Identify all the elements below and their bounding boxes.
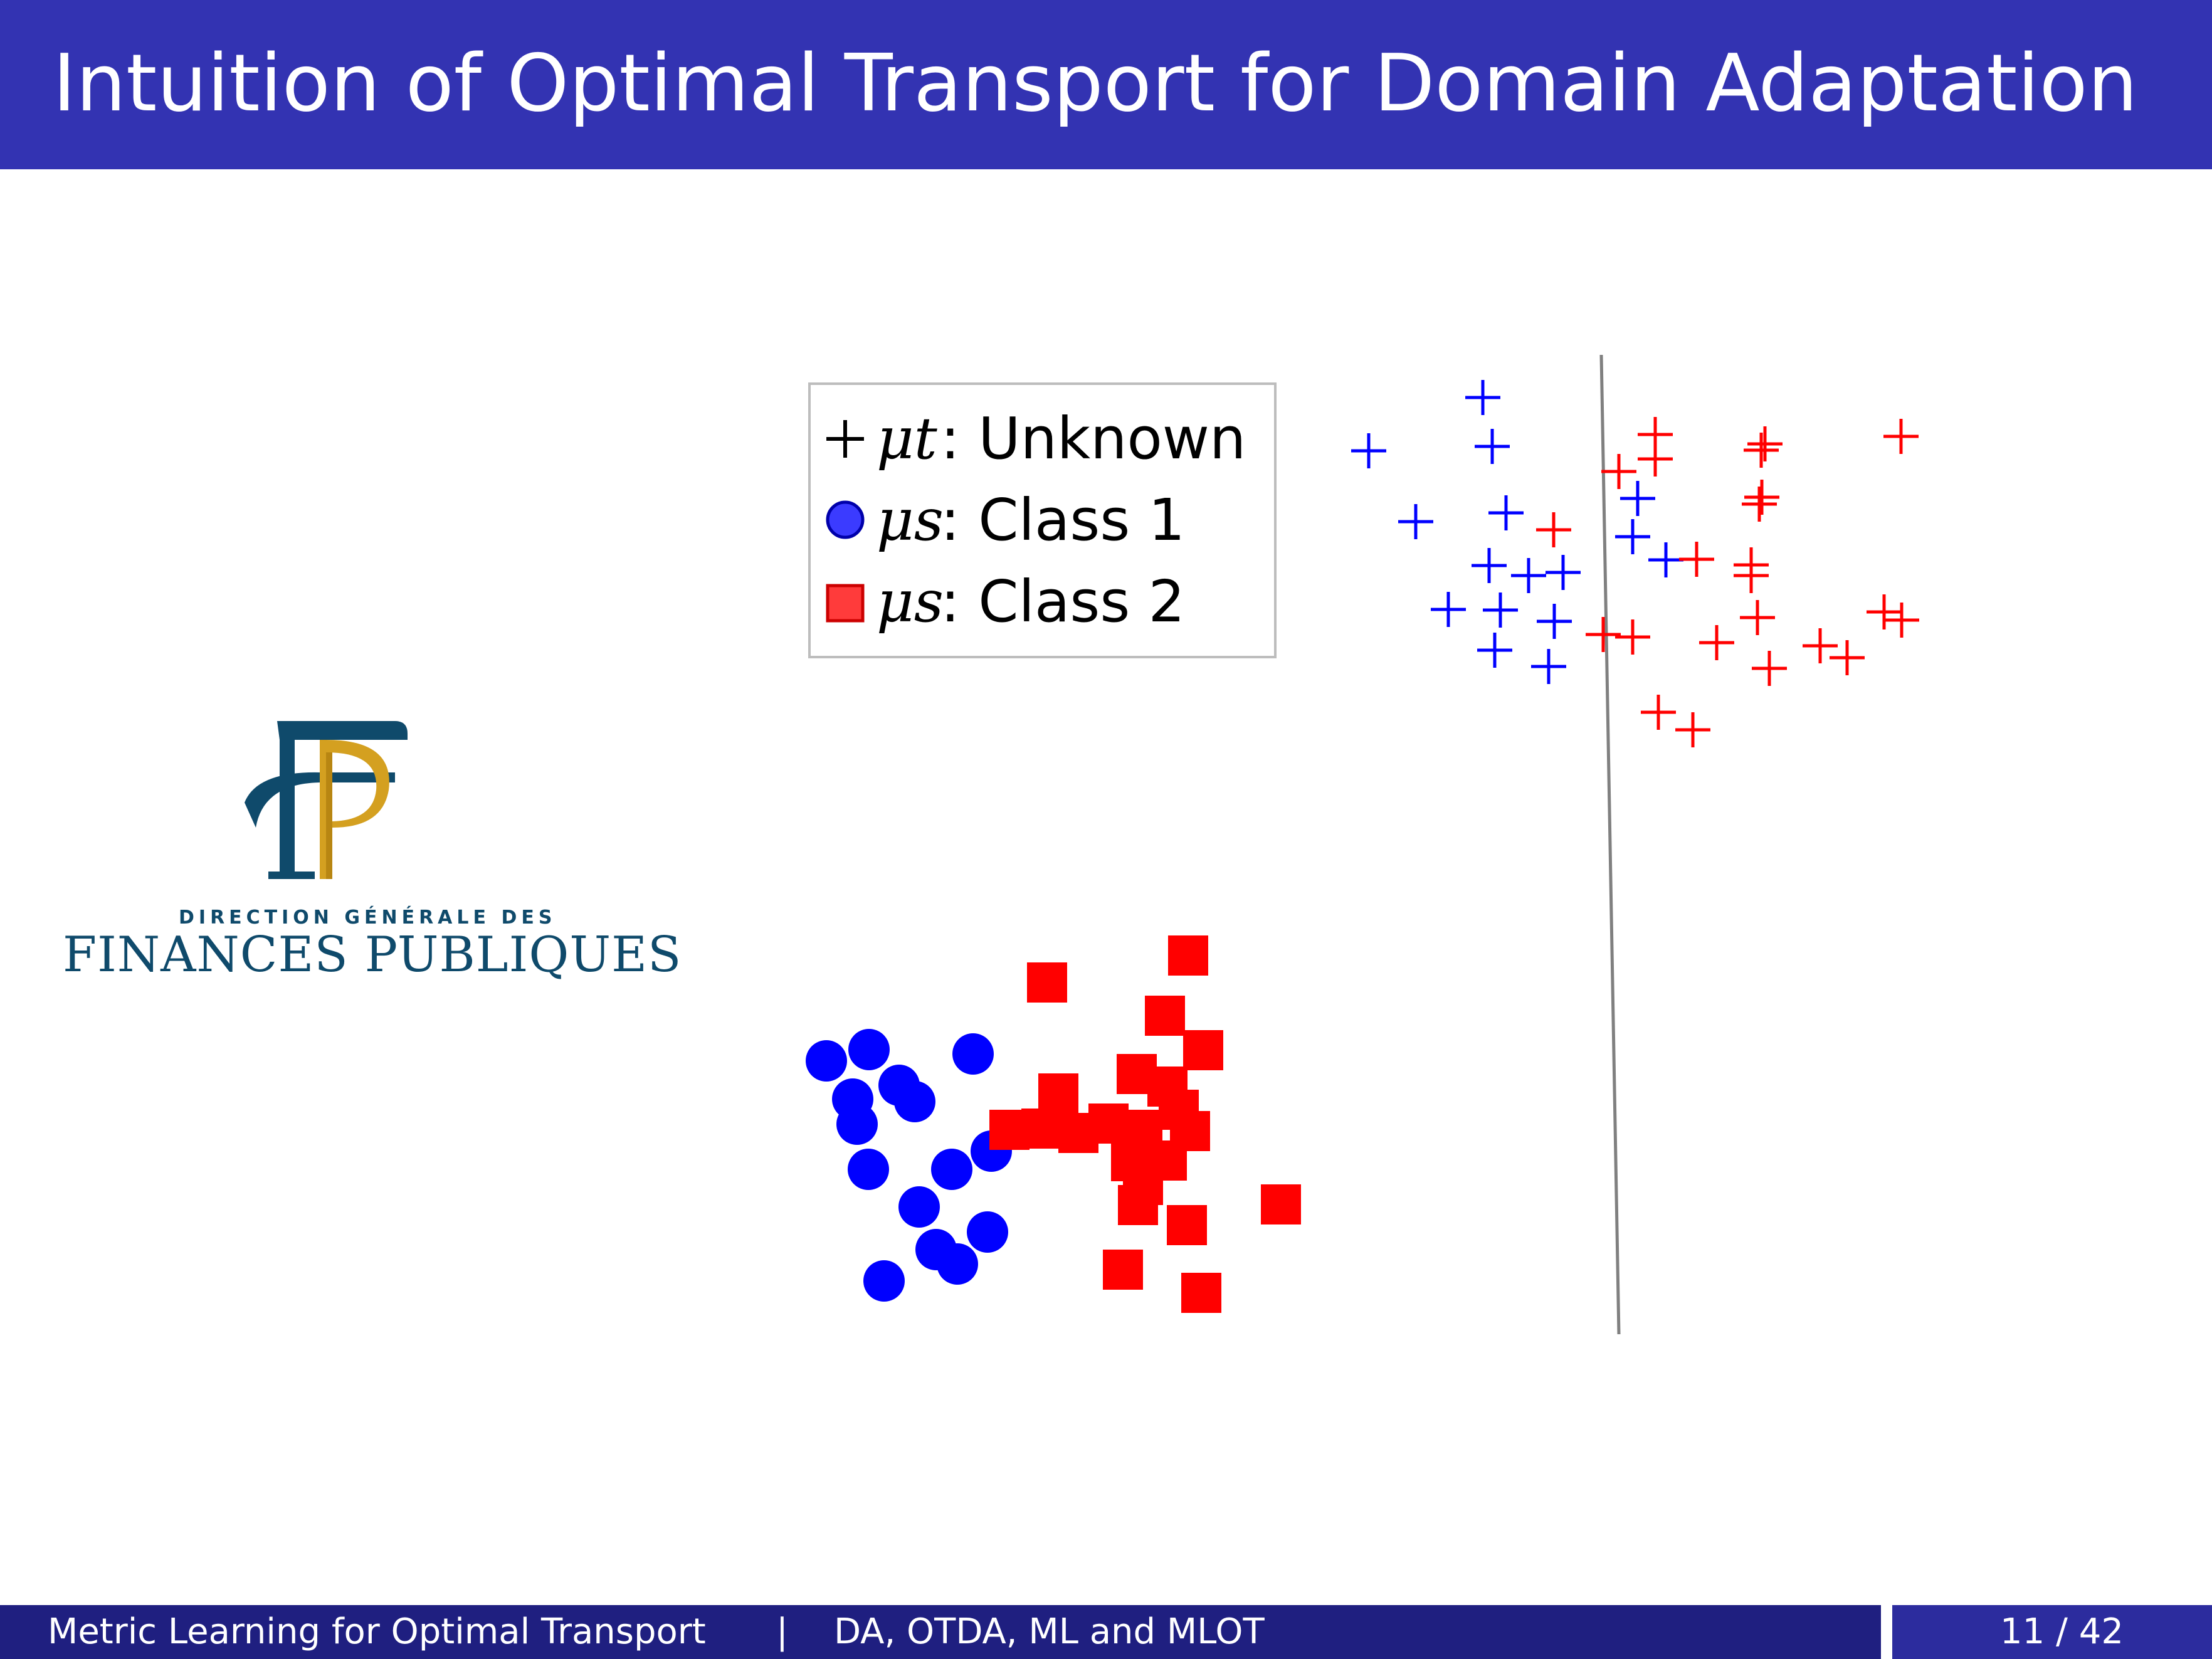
target-point bbox=[1734, 558, 1769, 593]
fp-monogram-icon bbox=[245, 721, 408, 879]
footer-section: DA, OTDA, ML and MLOT bbox=[834, 1611, 1265, 1652]
legend-label-1: : Unknown bbox=[940, 405, 1246, 472]
target-point bbox=[1641, 695, 1676, 730]
decision-boundary bbox=[1599, 354, 1621, 1335]
class2-point bbox=[1181, 1273, 1221, 1313]
target-point bbox=[1867, 594, 1902, 629]
legend-square-marker bbox=[826, 584, 865, 623]
target-point bbox=[1679, 542, 1714, 577]
target-point bbox=[1740, 600, 1775, 635]
class1-point bbox=[931, 1149, 972, 1190]
title-bar: Intuition of Optimal Transport for Domai… bbox=[0, 0, 2212, 169]
footer-bar-right bbox=[1892, 1605, 2212, 1659]
legend-box bbox=[808, 382, 1277, 658]
footer-title: Metric Learning for Optimal Transport bbox=[48, 1611, 706, 1652]
target-point bbox=[1699, 625, 1734, 660]
footer-page-number: 11 / 42 bbox=[2000, 1611, 2124, 1652]
target-point bbox=[1752, 651, 1787, 686]
legend-math-2: μs bbox=[877, 487, 944, 554]
target-point bbox=[1472, 548, 1507, 583]
legend-label-2: : Class 1 bbox=[940, 487, 1186, 554]
class1-point bbox=[898, 1186, 940, 1228]
target-point bbox=[1744, 433, 1779, 468]
class2-point bbox=[1021, 1109, 1061, 1149]
class1-point bbox=[806, 1040, 847, 1082]
class2-point bbox=[1167, 1205, 1207, 1245]
class2-point bbox=[1027, 962, 1067, 1003]
class2-point bbox=[1103, 1250, 1143, 1290]
target-point bbox=[1883, 419, 1919, 454]
target-point bbox=[1586, 617, 1621, 652]
class2-point bbox=[1168, 935, 1208, 976]
legend-circle-marker bbox=[826, 500, 865, 539]
target-point bbox=[1830, 640, 1865, 675]
footer-bar-left bbox=[0, 1605, 1881, 1659]
class2-point bbox=[1038, 1073, 1078, 1114]
logo-subtitle: DIRECTION GÉNÉRALE DES bbox=[179, 907, 557, 929]
target-point bbox=[1477, 633, 1512, 668]
target-point bbox=[1615, 519, 1650, 554]
class2-point bbox=[1261, 1184, 1301, 1224]
target-point bbox=[1747, 426, 1783, 461]
class1-point bbox=[894, 1081, 935, 1122]
target-point bbox=[1648, 542, 1683, 577]
target-point bbox=[1537, 604, 1572, 639]
class1-point bbox=[952, 1033, 994, 1075]
class2-point bbox=[1088, 1103, 1129, 1144]
target-point bbox=[1488, 495, 1524, 530]
target-point bbox=[1546, 555, 1581, 590]
target-point bbox=[1744, 480, 1779, 515]
class1-point bbox=[836, 1103, 878, 1145]
target-point bbox=[1465, 380, 1500, 415]
footer-separator: | bbox=[776, 1611, 788, 1652]
class1-point bbox=[848, 1029, 890, 1070]
class1-point bbox=[937, 1243, 978, 1285]
class1-point bbox=[967, 1211, 1008, 1253]
target-point bbox=[1615, 619, 1650, 655]
legend-plus-marker bbox=[826, 420, 864, 458]
class2-point bbox=[1118, 1185, 1158, 1225]
target-point bbox=[1638, 441, 1673, 477]
target-point bbox=[1475, 429, 1510, 464]
target-point bbox=[1431, 592, 1466, 627]
target-point bbox=[1351, 433, 1386, 468]
target-point bbox=[1742, 487, 1777, 522]
target-point bbox=[1601, 454, 1636, 489]
target-point bbox=[1884, 603, 1919, 638]
target-point bbox=[1398, 504, 1433, 539]
target-point bbox=[1803, 628, 1838, 663]
logo-wordmark: FINANCES PUBLIQUES bbox=[63, 927, 682, 983]
legend-math-1: μt bbox=[877, 405, 937, 472]
legend-label-3: : Class 2 bbox=[940, 568, 1186, 635]
target-point bbox=[1531, 649, 1566, 684]
dgfip-logo: DIRECTION GÉNÉRALE DES FINANCES PUBLIQUE… bbox=[56, 702, 681, 984]
target-point bbox=[1511, 558, 1546, 593]
class1-point bbox=[863, 1260, 905, 1302]
legend-math-3: μs bbox=[877, 568, 944, 635]
class1-point bbox=[848, 1149, 889, 1190]
slide-title: Intuition of Optimal Transport for Domai… bbox=[53, 37, 2138, 129]
class2-point bbox=[1145, 996, 1185, 1036]
target-point bbox=[1620, 481, 1655, 516]
target-point bbox=[1675, 712, 1710, 747]
class2-point bbox=[1183, 1030, 1223, 1070]
target-point bbox=[1483, 592, 1518, 628]
target-point bbox=[1536, 512, 1571, 547]
